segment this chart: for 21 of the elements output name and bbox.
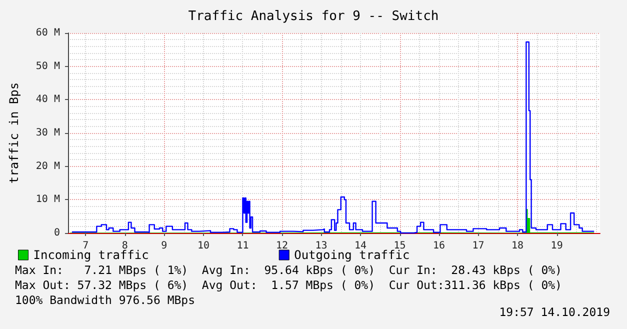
y-tick-label: 10 M [36,194,60,206]
y-tick-label: 30 M [36,128,60,138]
y-tick-label: 20 M [36,160,60,172]
text: 19:57 14.10.2019 [499,305,610,319]
x-tick-label: 16 [433,240,446,252]
y-tick-label: 40 M [36,94,60,106]
x-tick-label: 17 [472,240,484,252]
x-tick-label: 10 [197,240,210,252]
y-tick-label: 50 M [36,60,60,72]
x-tick-label: 11 [236,240,249,252]
y-tick-label: 60 M [36,28,60,38]
text: 100% Bandwidth 976.56 MBps [15,293,196,307]
x-tick-label: 19 [550,240,563,252]
text: Max Out: 57.32 MBps ( 6%) Avg Out: 1.57 MBps ( 0%) Cur Out:311.36 kBps ( 0%) [15,278,562,292]
x-tick-label: 12 [276,240,288,252]
y-axis-title: traffic in Bps [7,82,21,184]
text: Max In: 7.21 MBps ( 1%) Avg In: 95.64 kBps ( 0%) Cur In: 28.43 kBps ( 0%) [15,263,562,277]
y-tick-label: 0 [54,228,60,238]
x-tick-label: 9 [161,240,168,252]
x-tick-label: 18 [512,240,524,252]
chart-title: Traffic Analysis for 9 -- Switch [188,9,439,24]
